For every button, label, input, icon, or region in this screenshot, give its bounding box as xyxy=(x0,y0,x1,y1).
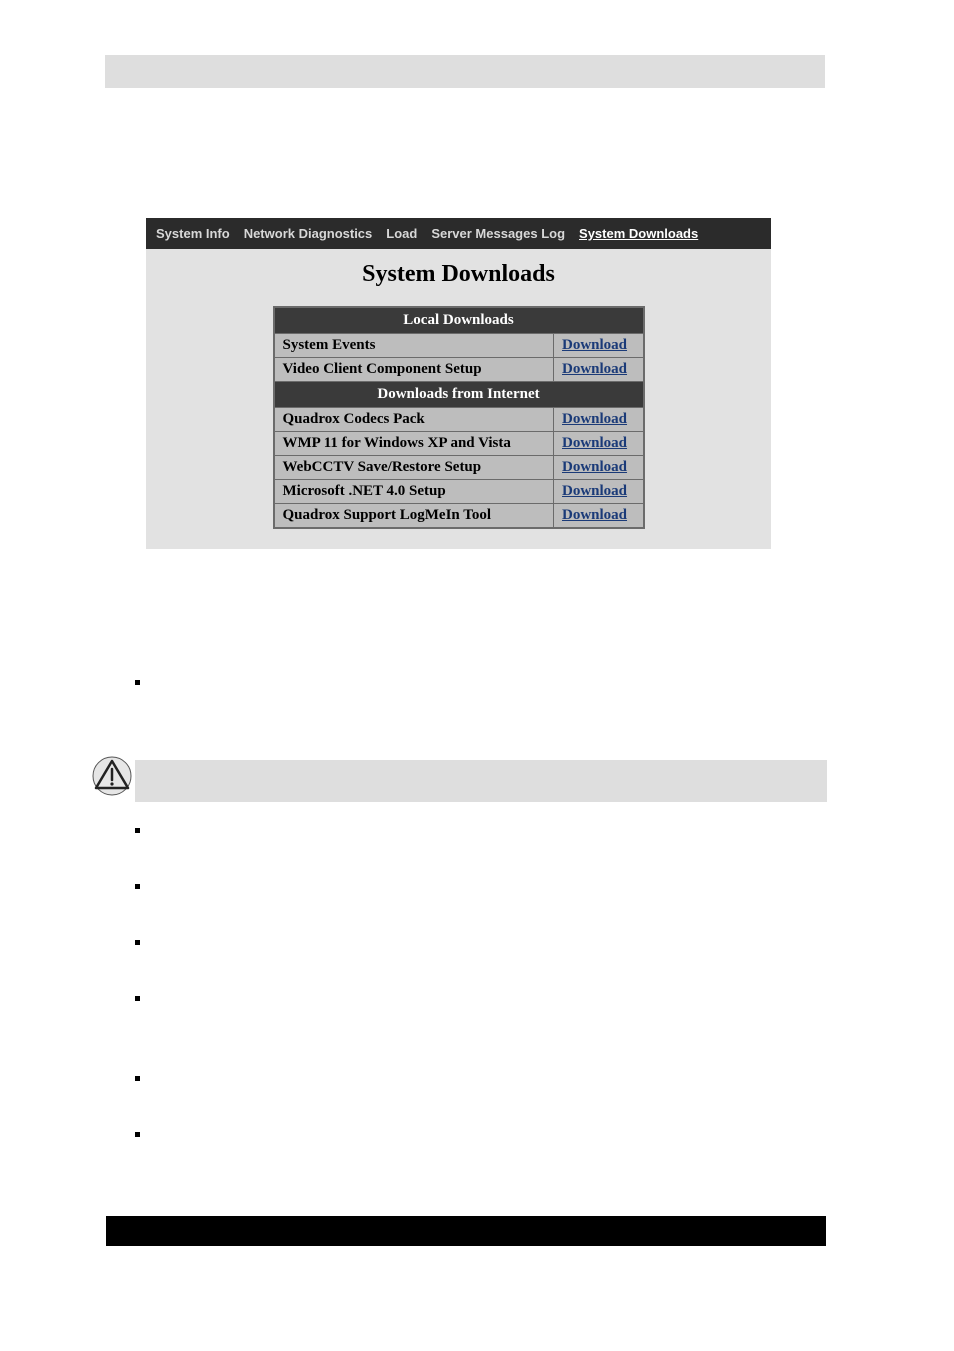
bullet-point xyxy=(135,680,140,685)
bullet-point xyxy=(135,940,140,945)
table-row: System Events Download xyxy=(274,334,644,358)
warning-bar xyxy=(135,760,827,802)
tab-system-info[interactable]: System Info xyxy=(156,226,230,241)
downloads-table-wrap: Local Downloads System Events Download V… xyxy=(146,306,771,549)
top-grey-bar xyxy=(105,55,825,88)
table-row: Quadrox Codecs Pack Download xyxy=(274,408,644,432)
bullet-point xyxy=(135,1076,140,1081)
footer-bar xyxy=(106,1216,826,1246)
page-title: System Downloads xyxy=(146,261,771,288)
download-name: Quadrox Support LogMeIn Tool xyxy=(274,504,554,529)
download-name: Video Client Component Setup xyxy=(274,358,554,382)
tab-system-downloads[interactable]: System Downloads xyxy=(579,226,698,241)
section-internet-downloads: Downloads from Internet xyxy=(274,382,644,408)
download-name: WebCCTV Save/Restore Setup xyxy=(274,456,554,480)
download-link[interactable]: Download xyxy=(562,337,627,353)
section-local-downloads: Local Downloads xyxy=(274,307,644,334)
table-row: WMP 11 for Windows XP and Vista Download xyxy=(274,432,644,456)
download-name: Microsoft .NET 4.0 Setup xyxy=(274,480,554,504)
table-row: Video Client Component Setup Download xyxy=(274,358,644,382)
bullet-point xyxy=(135,1132,140,1137)
table-row: WebCCTV Save/Restore Setup Download xyxy=(274,456,644,480)
download-name: System Events xyxy=(274,334,554,358)
download-link[interactable]: Download xyxy=(562,507,627,523)
download-link[interactable]: Download xyxy=(562,483,627,499)
download-name: WMP 11 for Windows XP and Vista xyxy=(274,432,554,456)
bullet-point xyxy=(135,996,140,1001)
table-row: Quadrox Support LogMeIn Tool Download xyxy=(274,504,644,529)
system-downloads-panel: System Info Network Diagnostics Load Ser… xyxy=(146,218,771,549)
table-row: Microsoft .NET 4.0 Setup Download xyxy=(274,480,644,504)
bullet-point xyxy=(135,884,140,889)
download-link[interactable]: Download xyxy=(562,435,627,451)
download-name: Quadrox Codecs Pack xyxy=(274,408,554,432)
tab-network-diagnostics[interactable]: Network Diagnostics xyxy=(244,226,373,241)
downloads-table: Local Downloads System Events Download V… xyxy=(273,306,645,529)
tab-bar: System Info Network Diagnostics Load Ser… xyxy=(146,218,771,249)
download-link[interactable]: Download xyxy=(562,361,627,377)
bullet-point xyxy=(135,828,140,833)
warning-icon xyxy=(92,756,132,796)
download-link[interactable]: Download xyxy=(562,459,627,475)
tab-server-messages-log[interactable]: Server Messages Log xyxy=(431,226,565,241)
download-link[interactable]: Download xyxy=(562,411,627,427)
tab-load[interactable]: Load xyxy=(386,226,417,241)
